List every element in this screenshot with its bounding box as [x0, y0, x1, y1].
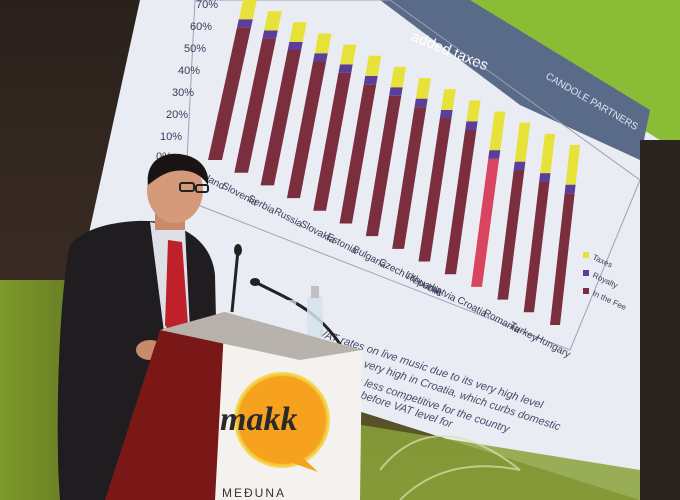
bar-taxes-segment [390, 66, 407, 88]
makk-logo-icon [236, 374, 328, 466]
bar-fee-segment [313, 72, 352, 211]
podium-logo-text: makk [220, 401, 297, 438]
bar-royalty-segment [564, 184, 576, 194]
bar-fee-segment [260, 50, 302, 186]
bar-fee-segment [286, 61, 327, 199]
bar-fee-segment [208, 27, 252, 161]
bar-royalty-segment [313, 53, 328, 62]
bar-taxes-segment [466, 100, 481, 122]
bar-royalty-segment [439, 109, 453, 119]
bar-taxes-segment [441, 89, 456, 110]
y-tick-60: 60% [190, 21, 212, 33]
bar-taxes-segment [514, 122, 531, 162]
y-tick-30: 30% [172, 87, 194, 99]
bar-royalty-segment [513, 161, 526, 171]
slide-bars [208, 0, 580, 325]
bar-royalty-segment [488, 150, 501, 159]
bar-royalty-segment [338, 64, 353, 73]
bar-fee-segment [234, 38, 277, 173]
y-tick-50: 50% [184, 43, 206, 55]
y-tick-20: 20% [166, 109, 188, 121]
bar-taxes-segment [565, 145, 580, 185]
bar-royalty-segment [414, 98, 428, 108]
bar-taxes-segment [289, 22, 307, 42]
bar-taxes-segment [365, 55, 382, 76]
bar-royalty-segment [465, 121, 478, 130]
y-axis-ticks: 70% 60% 50% 40% 30% 20% 10% 0% [156, 0, 218, 163]
bar-fee-segment [392, 107, 427, 249]
bar-fee-segment [497, 170, 525, 300]
podium-caption: MEĐUNA [222, 486, 286, 500]
bar-fee-segment [550, 193, 575, 325]
bar-royalty-segment [287, 41, 303, 51]
bar-taxes-segment [314, 33, 332, 54]
bar-fee-segment [444, 129, 477, 275]
bar-taxes-segment [238, 0, 257, 20]
bar-taxes-segment [264, 11, 282, 31]
y-tick-10: 10% [160, 131, 182, 143]
bar-fee-segment [339, 84, 377, 224]
bar-fee-segment [418, 118, 452, 262]
bar-royalty-segment [539, 173, 551, 183]
bar-fee-segment [365, 95, 402, 237]
y-tick-40: 40% [178, 65, 200, 77]
bar-royalty-segment [363, 75, 378, 85]
water-glass [277, 300, 297, 330]
water-bottle [307, 296, 323, 338]
bar-royalty-segment [262, 30, 278, 39]
bar-taxes-segment [339, 44, 357, 65]
bar-taxes-segment [415, 78, 431, 99]
bar-royalty-segment [389, 87, 403, 96]
bar-fee-segment [471, 158, 500, 287]
bar-taxes-segment [489, 111, 506, 151]
bar-taxes-segment [540, 133, 556, 174]
y-tick-70: 70% [196, 0, 218, 11]
bar-fee-segment [523, 182, 550, 313]
bar-royalty-segment [237, 19, 253, 28]
